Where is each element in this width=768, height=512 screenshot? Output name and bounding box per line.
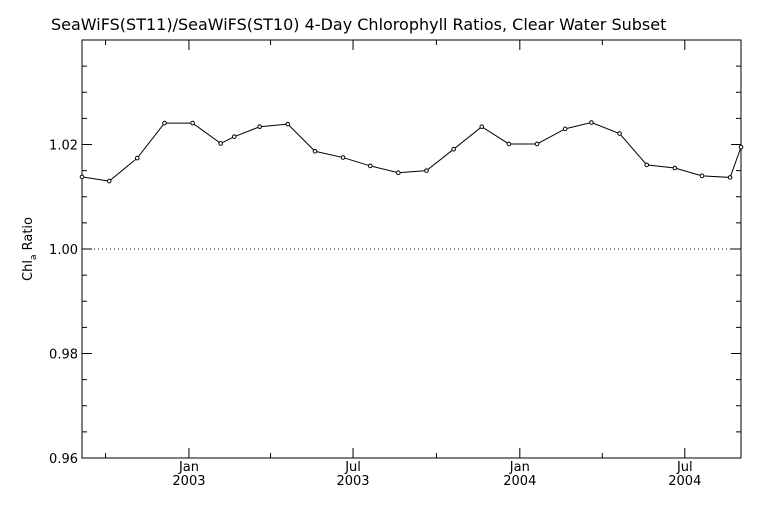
x-tick-label-month: Jan bbox=[509, 460, 530, 475]
data-point bbox=[727, 175, 733, 180]
data-point bbox=[479, 124, 485, 130]
x-tick-label-month: Jan bbox=[178, 460, 199, 475]
data-point bbox=[79, 174, 85, 180]
data-point bbox=[257, 124, 262, 130]
y-axis-ticks: 0.96 0.98 1.00 1.02 bbox=[49, 39, 741, 467]
x-tick-label-year: 2003 bbox=[336, 474, 369, 489]
x-tick-label-year: 2004 bbox=[668, 474, 701, 489]
data-point bbox=[506, 141, 512, 147]
data-point bbox=[672, 165, 678, 171]
data-point bbox=[738, 144, 744, 150]
y-axis-label: Chla Ratio bbox=[21, 217, 39, 281]
data-point bbox=[312, 148, 318, 154]
data-point bbox=[699, 173, 705, 179]
data-point bbox=[190, 120, 195, 126]
data-series bbox=[79, 120, 744, 184]
y-axis-label-main: Chl bbox=[21, 260, 36, 281]
data-point bbox=[396, 170, 401, 176]
data-point bbox=[285, 121, 291, 127]
data-point bbox=[106, 178, 112, 184]
x-tick-label-month: Jul bbox=[676, 460, 693, 475]
data-point bbox=[218, 141, 223, 146]
data-point bbox=[231, 134, 237, 139]
x-tick-label-year: 2003 bbox=[172, 474, 205, 489]
data-point bbox=[617, 131, 622, 136]
data-point bbox=[340, 155, 346, 160]
data-point bbox=[644, 162, 650, 168]
data-point bbox=[589, 120, 594, 125]
y-tick-label: 1.00 bbox=[49, 243, 78, 258]
data-point bbox=[162, 120, 167, 126]
x-tick-label-month: Jul bbox=[344, 460, 361, 475]
data-point bbox=[424, 168, 429, 173]
data-point bbox=[134, 155, 140, 161]
y-tick-label: 0.96 bbox=[49, 452, 78, 467]
data-point bbox=[562, 126, 568, 132]
y-tick-label: 1.02 bbox=[49, 139, 78, 154]
data-point bbox=[367, 163, 373, 169]
series-line bbox=[81, 122, 742, 182]
x-tick-label-year: 2004 bbox=[503, 474, 536, 489]
data-point bbox=[534, 141, 540, 147]
y-axis-label-subscript: a bbox=[29, 255, 39, 261]
data-point bbox=[451, 146, 456, 152]
y-tick-label: 0.98 bbox=[49, 348, 78, 363]
y-axis-label-suffix: Ratio bbox=[21, 217, 36, 255]
chart-title: SeaWiFS(ST11)/SeaWiFS(ST10) 4-Day Chloro… bbox=[51, 15, 666, 34]
